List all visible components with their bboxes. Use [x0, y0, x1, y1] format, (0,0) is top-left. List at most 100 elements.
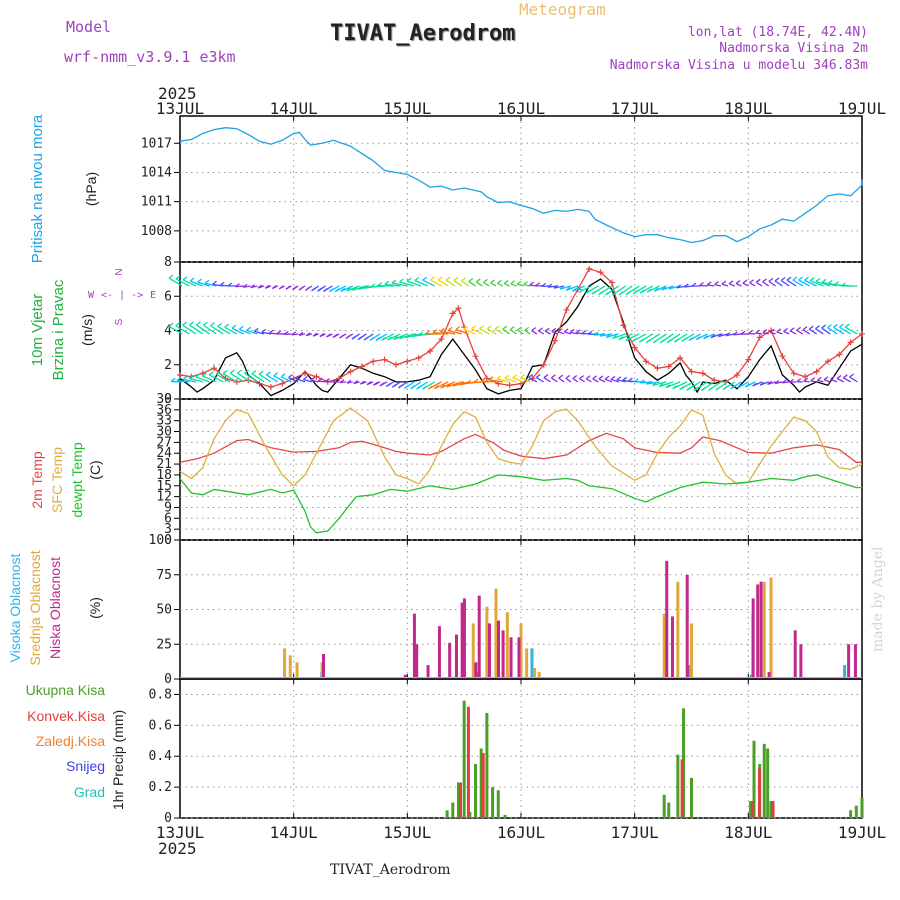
wind-direction-arrow-head: [238, 325, 244, 330]
wind-direction-arrow-head: [273, 372, 279, 377]
y-tick-label-temperature: 24: [156, 446, 172, 461]
wind-direction-arrow-head: [373, 381, 378, 386]
wind-direction-arrow-head: [579, 375, 584, 380]
cloud-high-label: Visoka Oblacnost: [7, 554, 23, 663]
wind-direction-arrow: [176, 379, 190, 383]
wind-direction-arrow-head: [425, 330, 431, 335]
wind-direction-arrow-head: [340, 287, 346, 292]
precip-legend-3: Snijeg: [66, 758, 105, 774]
bar-visoka-oblacnost: [843, 665, 847, 679]
wind-direction-arrow-head: [406, 277, 412, 282]
bar-srednja-oblacnost: [537, 672, 541, 679]
wind-direction-arrow: [509, 329, 517, 335]
gust-marker: [211, 365, 218, 372]
bar-ukupna-kisa: [749, 801, 753, 818]
wind-direction-arrow-head: [827, 324, 832, 329]
wind-direction-arrow-head: [392, 383, 397, 388]
temp-sfc-label: SFC Temp: [49, 447, 65, 513]
bar-niska-oblacnost: [759, 581, 763, 679]
wind-direction-arrow: [494, 328, 504, 335]
y-tick-label-pressure: 1011: [141, 195, 172, 210]
wind-direction-arrow-head: [219, 281, 225, 286]
wind-direction-arrow-head: [849, 373, 855, 378]
wind-direction-arrow-head: [197, 278, 202, 283]
wind-direction-arrow: [640, 381, 653, 384]
wind-direction-arrow: [849, 376, 858, 383]
y-tick-label-temperature: 9: [164, 500, 172, 515]
wind-direction-arrow-head: [311, 287, 316, 292]
model-label: Model: [66, 18, 112, 36]
bar-ukupna-kisa: [676, 754, 680, 818]
wind-direction-arrow-head: [638, 338, 644, 343]
y-tick-label-temperature: 33: [156, 414, 172, 429]
wind-direction-arrow-head: [428, 385, 433, 390]
bar-niska-oblacnost: [509, 637, 513, 679]
wind-direction-arrow: [520, 376, 531, 383]
wind-direction-arrow: [558, 377, 565, 383]
wind-direction-arrow-head: [659, 339, 665, 344]
bar-ukupna-kisa: [849, 810, 853, 818]
wind-direction-arrow-head: [358, 285, 363, 290]
wind-direction-arrow: [707, 284, 715, 287]
wind-direction-arrow-head: [833, 323, 838, 328]
wind-direction-arrow-head: [598, 291, 604, 296]
panel-frame-temperature: [179, 398, 863, 541]
gust-marker: [824, 358, 831, 365]
bar-niska-oblacnost: [477, 595, 481, 679]
wind-direction-arrow: [196, 324, 210, 335]
wind-direction-arrow: [543, 377, 551, 383]
wind-direction-arrow-head: [304, 286, 310, 291]
wind-direction-arrow: [809, 280, 824, 287]
wind-direction-arrow-head: [803, 276, 809, 281]
wind-direction-arrow-head: [639, 379, 645, 384]
wind-direction-arrow: [579, 378, 586, 383]
wind-direction-arrow-head: [418, 331, 424, 336]
wind-direction-arrow: [471, 328, 483, 335]
bar-ukupna-kisa: [456, 782, 460, 818]
wind-direction-arrow: [565, 377, 572, 383]
wind-direction-arrow-head: [399, 335, 404, 340]
wind-direction-arrow: [483, 281, 490, 287]
wind-direction-arrow-head: [710, 334, 716, 339]
wind-direction-arrow: [658, 381, 674, 388]
bar-ukupna-kisa: [451, 802, 455, 818]
wind-direction-arrow: [318, 380, 326, 383]
wind-direction-arrow-head: [175, 275, 181, 280]
wind-direction-arrow-head: [502, 325, 508, 330]
wind-direction-arrow-head: [585, 375, 591, 380]
y-tick-label-clouds: 0: [164, 672, 172, 687]
wind-direction-arrow-head: [572, 374, 578, 380]
gust-marker: [256, 380, 263, 387]
wind-direction-arrow: [839, 326, 851, 335]
wind-direction-arrow: [796, 329, 804, 335]
wind-direction-arrow-head: [742, 279, 748, 284]
wind-direction-arrow: [551, 330, 558, 335]
gust-marker: [506, 382, 513, 389]
wind-direction-arrow-head: [168, 274, 174, 279]
wind-direction-arrow-head: [466, 379, 472, 384]
wind-direction-arrow-head: [541, 282, 547, 287]
compass-south: S: [114, 318, 125, 325]
wind-direction-arrow: [266, 374, 279, 383]
series-line-dewpt-temp: [179, 474, 862, 534]
bar-niska-oblacnost: [665, 560, 669, 679]
wind-direction-arrow-head: [516, 280, 522, 285]
precip-axis-unit: 1hr Precip (mm): [110, 710, 126, 810]
wind-direction-arrow: [189, 377, 203, 383]
wind-direction-arrow-head: [789, 378, 794, 383]
wind-direction-arrow: [254, 330, 265, 335]
bar-srednja-oblacnost: [283, 648, 287, 679]
series-line-sfc-temp: [179, 407, 863, 487]
wind-direction-arrow-head: [622, 376, 628, 381]
bar-srednja-oblacnost: [769, 577, 773, 679]
wind-direction-arrow: [175, 325, 190, 335]
wind-direction-arrow: [512, 377, 524, 383]
bar-srednja-oblacnost: [762, 581, 766, 679]
wind-direction-arrow-head: [446, 383, 452, 388]
wind-direction-arrow-head: [591, 290, 597, 295]
y-tick-label-wind: 2: [164, 358, 172, 373]
wind-direction-arrow: [564, 331, 572, 335]
y-tick-label-temperature: 15: [156, 479, 172, 494]
y-tick-label-wind: 4: [164, 324, 172, 339]
wind-direction-arrow: [237, 372, 251, 383]
